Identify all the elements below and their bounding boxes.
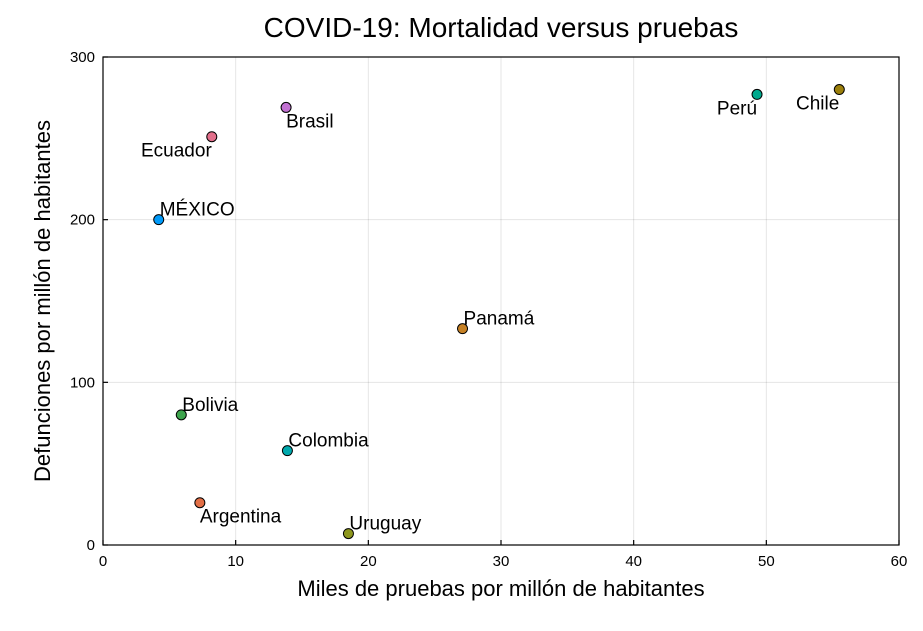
point-panama: [457, 323, 469, 335]
point-uruguay: [342, 528, 354, 540]
x-tick-label: 40: [625, 553, 642, 570]
x-axis-label: Miles de pruebas por millón de habitante…: [297, 576, 704, 601]
point-label-ecuador: Ecuador: [141, 141, 212, 162]
point-mexico: [153, 214, 165, 226]
point-label-panama: Panamá: [464, 309, 535, 330]
y-tick-label: 200: [70, 212, 95, 229]
point-peru: [751, 88, 763, 100]
point-label-bolivia: Bolivia: [182, 395, 238, 416]
point-label-peru: Perú: [717, 98, 757, 119]
chart-title: COVID-19: Mortalidad versus pruebas: [264, 12, 739, 43]
point-brasil: [280, 101, 292, 113]
point-colombia: [281, 445, 293, 457]
x-tick-label: 0: [99, 553, 107, 570]
point-ecuador: [206, 131, 218, 143]
y-tick-label: 100: [70, 374, 95, 391]
point-chile: [833, 84, 845, 96]
point-label-chile: Chile: [796, 94, 839, 115]
point-label-argentina: Argentina: [200, 507, 282, 528]
point-label-mexico: MÉXICO: [160, 200, 235, 221]
point-argentina: [194, 497, 206, 509]
point-label-brasil: Brasil: [286, 111, 334, 132]
x-tick-label: 10: [227, 553, 244, 570]
x-tick-label: 30: [493, 553, 510, 570]
x-tick-label: 20: [360, 553, 377, 570]
point-bolivia: [175, 409, 187, 421]
x-tick-label: 50: [758, 553, 775, 570]
axis-ticks: 0 10 20 30 40 50 60 0 100 200 300: [70, 49, 907, 570]
point-label-colombia: Colombia: [288, 431, 369, 452]
y-tick-label: 300: [70, 49, 95, 66]
x-tick-label: 60: [891, 553, 908, 570]
data-points: Brasil Ecuador MÉXICO Perú Chile Panamá Bolivi…: [141, 84, 845, 540]
y-axis-label: Defunciones por millón de habitantes: [30, 120, 55, 482]
y-tick-label: 0: [87, 537, 95, 554]
point-label-uruguay: Uruguay: [349, 514, 421, 535]
